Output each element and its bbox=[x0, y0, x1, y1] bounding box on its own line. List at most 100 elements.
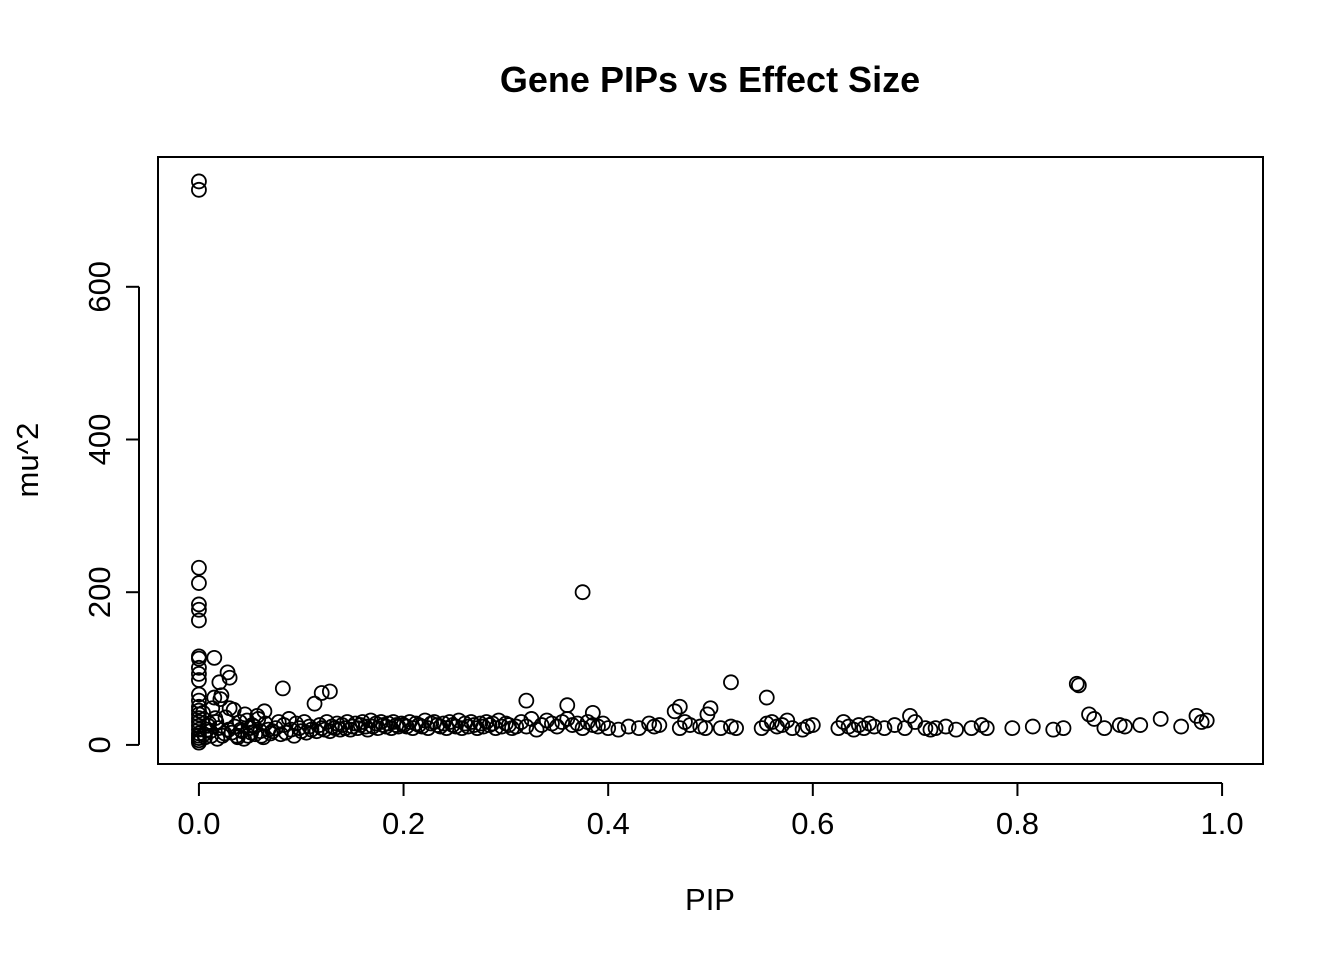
data-point bbox=[682, 717, 698, 733]
data-point bbox=[508, 718, 525, 735]
data-point bbox=[533, 717, 550, 733]
data-point bbox=[321, 683, 338, 700]
data-point bbox=[191, 559, 207, 576]
data-point bbox=[1198, 712, 1215, 729]
data-point bbox=[774, 717, 791, 733]
data-point bbox=[963, 720, 980, 737]
data-point bbox=[1068, 675, 1085, 692]
data-point bbox=[221, 669, 238, 686]
data-point bbox=[518, 692, 535, 709]
data-point bbox=[630, 720, 647, 737]
data-point bbox=[584, 704, 601, 721]
x-tick-label: 0.2 bbox=[382, 806, 425, 841]
data-point bbox=[466, 717, 483, 733]
data-point bbox=[1045, 721, 1062, 738]
data-point bbox=[191, 650, 207, 667]
data-point bbox=[1004, 720, 1021, 737]
plot-frame bbox=[157, 156, 1264, 765]
data-point bbox=[948, 721, 964, 738]
data-point bbox=[274, 680, 291, 697]
data-point bbox=[804, 717, 821, 733]
data-point bbox=[758, 689, 775, 706]
data-point bbox=[472, 715, 489, 732]
data-point bbox=[978, 720, 995, 737]
data-point bbox=[620, 718, 637, 735]
data-point bbox=[256, 703, 273, 720]
x-axis-label: PIP bbox=[685, 882, 735, 917]
data-point bbox=[712, 720, 729, 737]
data-point bbox=[569, 715, 586, 732]
data-point bbox=[856, 720, 872, 737]
chart-title: Gene PIPs vs Effect Size bbox=[500, 59, 920, 100]
data-point bbox=[313, 685, 330, 701]
y-tick-label: 0 bbox=[82, 736, 117, 753]
y-tick-label: 600 bbox=[82, 261, 117, 313]
data-point bbox=[927, 720, 944, 737]
data-point bbox=[513, 714, 530, 730]
data-point bbox=[699, 706, 716, 723]
data-point bbox=[262, 725, 279, 742]
data-point bbox=[206, 689, 223, 706]
data-point bbox=[191, 601, 207, 618]
data-point bbox=[221, 700, 238, 717]
x-tick-label: 1.0 bbox=[1201, 806, 1244, 841]
data-point bbox=[1096, 720, 1113, 737]
data-point bbox=[432, 718, 449, 735]
data-point bbox=[460, 718, 476, 735]
data-point bbox=[866, 718, 883, 735]
data-point bbox=[784, 720, 801, 737]
data-point bbox=[600, 720, 617, 737]
data-point bbox=[1024, 718, 1041, 735]
data-point bbox=[671, 698, 688, 715]
x-tick-label: 0.8 bbox=[996, 806, 1039, 841]
y-tick-label: 200 bbox=[82, 566, 117, 618]
data-point bbox=[191, 575, 207, 591]
data-point bbox=[501, 717, 517, 733]
data-point bbox=[435, 715, 452, 732]
x-axis: 0.0 0.2 0.4 0.6 0.8 1.0 bbox=[177, 782, 1244, 841]
data-point bbox=[886, 717, 903, 733]
data-point bbox=[191, 686, 207, 703]
y-axis-label: mu^2 bbox=[10, 423, 45, 498]
data-point bbox=[1173, 718, 1190, 735]
data-point bbox=[610, 721, 627, 738]
data-point bbox=[191, 612, 207, 629]
data-point bbox=[206, 649, 223, 666]
data-point bbox=[763, 714, 780, 730]
y-axis: 0 200 400 600 bbox=[82, 261, 140, 754]
x-tick-label: 0.4 bbox=[587, 806, 630, 841]
data-point bbox=[1086, 711, 1103, 727]
data-point bbox=[835, 714, 852, 730]
data-point bbox=[937, 718, 954, 735]
data-point bbox=[191, 659, 207, 676]
data-point bbox=[1070, 677, 1087, 694]
data-point bbox=[475, 718, 492, 735]
x-tick-label: 0.6 bbox=[791, 806, 834, 841]
data-point bbox=[595, 715, 611, 732]
y-tick-label: 400 bbox=[82, 414, 117, 466]
data-point bbox=[549, 718, 565, 735]
data-point bbox=[559, 697, 576, 714]
data-point bbox=[845, 721, 862, 738]
data-points bbox=[191, 173, 1215, 751]
data-point bbox=[212, 691, 229, 708]
data-point bbox=[191, 173, 207, 190]
data-point bbox=[191, 596, 207, 613]
data-point bbox=[723, 674, 739, 691]
data-point bbox=[876, 720, 893, 737]
data-point bbox=[1132, 717, 1149, 733]
data-point bbox=[666, 703, 683, 720]
data-point bbox=[1081, 706, 1097, 723]
data-point bbox=[1152, 711, 1169, 727]
data-point bbox=[1116, 718, 1133, 735]
x-tick-label: 0.0 bbox=[177, 806, 220, 841]
data-point bbox=[728, 720, 744, 737]
data-point bbox=[191, 181, 207, 198]
data-point bbox=[398, 718, 415, 735]
data-point bbox=[528, 721, 545, 738]
data-point bbox=[574, 584, 591, 601]
data-point bbox=[1055, 720, 1072, 737]
data-point bbox=[306, 695, 323, 712]
data-point bbox=[651, 717, 668, 733]
